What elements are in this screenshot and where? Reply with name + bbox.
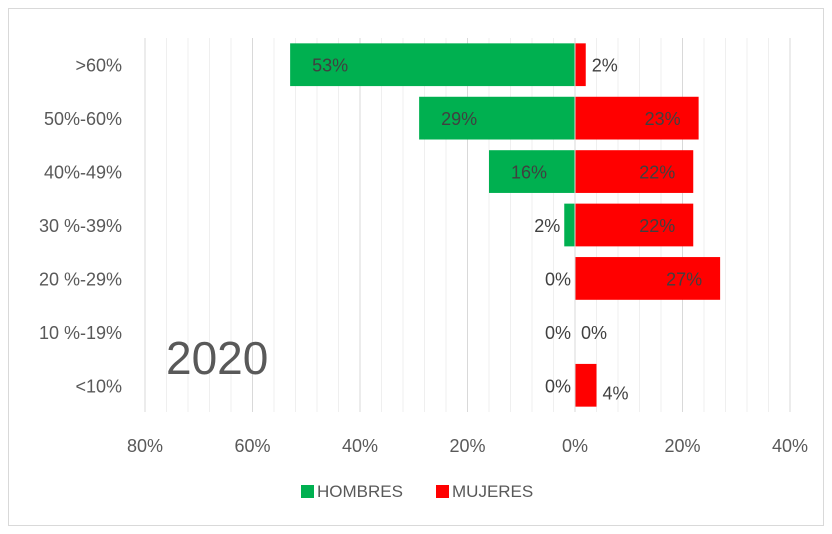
year-annotation: 2020 <box>166 332 268 384</box>
bar-mujeres <box>575 43 586 87</box>
data-label-hombres: 0% <box>545 269 571 289</box>
category-label: 50%-60% <box>44 109 122 129</box>
legend: HOMBRES MUJERES <box>301 482 533 501</box>
data-label-mujeres: 23% <box>645 109 681 129</box>
x-tick-label: 0% <box>562 436 588 456</box>
category-label: 40%-49% <box>44 163 122 183</box>
data-label-mujeres: 22% <box>639 216 675 236</box>
data-label-hombres: 0% <box>545 323 571 343</box>
category-label: <10% <box>75 376 122 396</box>
bar-hombres <box>489 150 575 193</box>
bar-hombres <box>419 96 575 140</box>
category-label: 30 %-39% <box>39 216 122 236</box>
data-label-mujeres: 27% <box>666 269 702 289</box>
x-tick-label: 40% <box>772 436 808 456</box>
data-label-mujeres: 22% <box>639 163 675 183</box>
x-tick-label: 20% <box>449 436 485 456</box>
category-label: 10 %-19% <box>39 323 122 343</box>
bars <box>290 43 721 407</box>
bar-mujeres <box>575 257 721 300</box>
data-label-hombres: 0% <box>545 376 571 396</box>
bar-hombres <box>290 43 575 87</box>
x-tick-label: 20% <box>664 436 700 456</box>
category-label: >60% <box>75 56 122 76</box>
bar-mujeres <box>575 203 694 247</box>
x-tick-label: 80% <box>127 436 163 456</box>
x-tick-label: 40% <box>342 436 378 456</box>
data-label-mujeres: 0% <box>581 323 607 343</box>
bar-mujeres <box>575 363 597 407</box>
data-label-hombres: 29% <box>441 109 477 129</box>
legend-label-mujeres: MUJERES <box>452 482 533 501</box>
data-label-mujeres: 4% <box>603 383 629 403</box>
data-labels: 53% 2% 29% 23% 16% 22% 2% 22% 0% 27% 0% 0% 0% 4% <box>312 56 702 404</box>
bar-hombres <box>564 203 575 247</box>
bar-mujeres <box>575 150 694 193</box>
legend-label-hombres: HOMBRES <box>317 482 403 501</box>
category-label: 20 %-29% <box>39 269 122 289</box>
data-label-hombres: 2% <box>534 216 560 236</box>
x-tick-labels: 80% 60% 40% 20% 0% 20% 40% <box>127 436 808 456</box>
x-tick-label: 60% <box>234 436 270 456</box>
data-label-mujeres: 2% <box>592 56 618 76</box>
bar-mujeres <box>575 96 699 140</box>
data-label-hombres: 53% <box>312 56 348 76</box>
category-labels: >60% 50%-60% 40%-49% 30 %-39% 20 %-29% 10 %-1… <box>39 56 122 397</box>
data-label-hombres: 16% <box>511 163 547 183</box>
legend-swatch-hombres <box>301 485 314 498</box>
legend-swatch-mujeres <box>436 485 449 498</box>
